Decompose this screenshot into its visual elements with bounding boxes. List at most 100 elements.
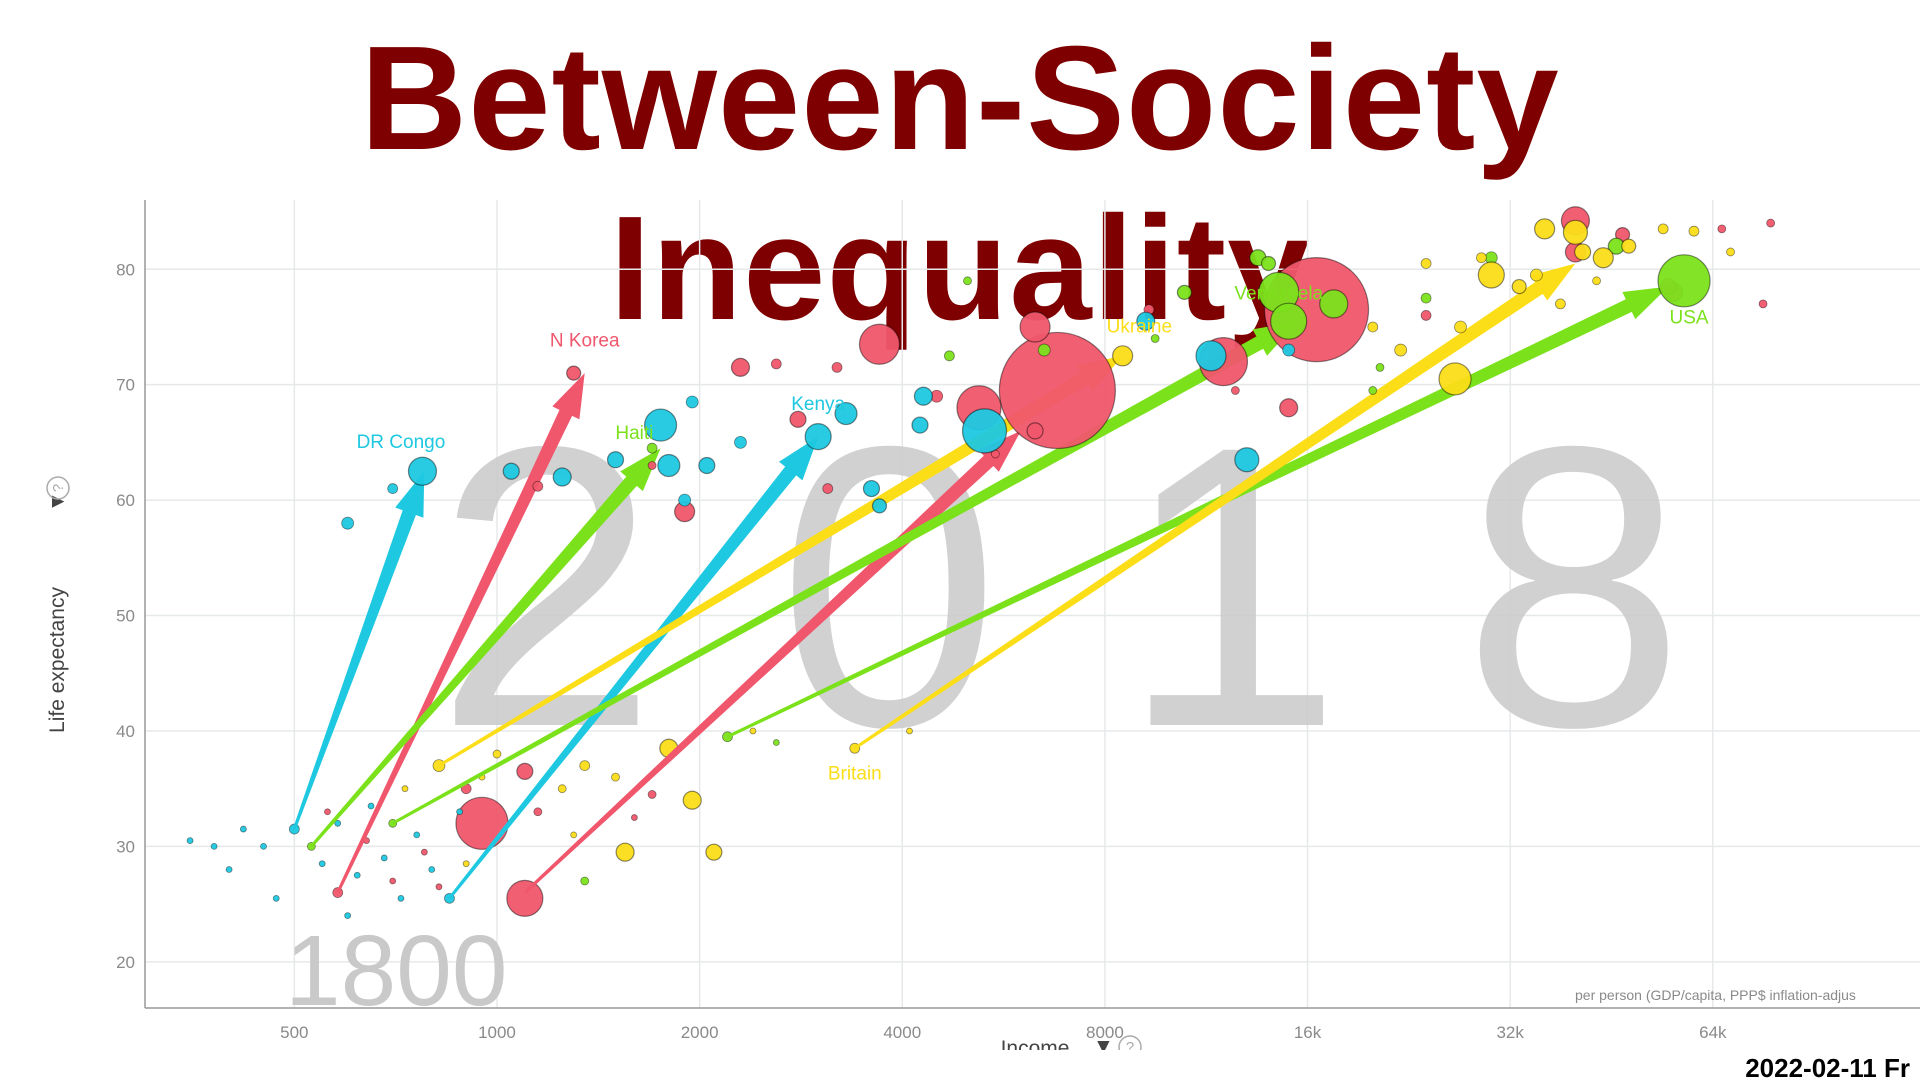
country-bubble (647, 461, 657, 470)
country-bubble (1260, 255, 1277, 272)
country-bubble (1150, 334, 1160, 343)
country-bubble (1112, 345, 1134, 367)
country-bubble (961, 408, 1008, 454)
trajectory-arrow-britain (853, 263, 1576, 750)
country-bubble (186, 837, 194, 845)
country-bubble (789, 410, 807, 428)
x-tick-label: 32k (1496, 1023, 1524, 1042)
country-label-n-korea: N Korea (550, 331, 620, 352)
country-bubble (1420, 258, 1432, 269)
country-bubble (260, 843, 267, 850)
country-bubble (428, 866, 436, 873)
country-bubble (705, 843, 723, 861)
country-bubble (462, 860, 470, 868)
country-bubble (456, 808, 464, 816)
y-tick-label: 50 (116, 607, 135, 626)
country-bubble (389, 877, 397, 885)
y-tick-label: 80 (116, 260, 135, 279)
country-bubble (657, 453, 681, 478)
country-bubble (862, 479, 881, 498)
country-bubble (606, 451, 625, 469)
country-bubble (1621, 238, 1637, 254)
y-tick-label: 70 (116, 376, 135, 395)
country-bubble (318, 860, 326, 868)
y-axis-help-icon[interactable]: ? (46, 476, 70, 500)
source-note: per person (GDP/capita, PPP$ inflation-a… (1575, 987, 1856, 1003)
country-bubble (1195, 340, 1227, 372)
country-bubble (1136, 311, 1156, 331)
country-bubble (579, 760, 591, 771)
country-bubble (1562, 219, 1589, 245)
country-bubble (1420, 292, 1432, 304)
country-bubble (1420, 310, 1432, 321)
country-bubble (944, 350, 955, 362)
trajectory-arrow-ukraine (438, 355, 1123, 767)
country-bubble (678, 493, 692, 507)
country-bubble (858, 323, 901, 365)
x-axis-dropdown-icon[interactable]: ▼ (1093, 1035, 1114, 1050)
country-bubble (685, 395, 699, 409)
country-bubble (1592, 276, 1601, 286)
country-bubble (1592, 247, 1614, 269)
x-tick-label: 16k (1294, 1023, 1322, 1042)
trajectory-arrow-n-korea (336, 373, 585, 894)
country-bubble (1657, 254, 1711, 308)
x-axis-title[interactable]: Income (1001, 1037, 1070, 1050)
country-bubble (871, 498, 888, 514)
country-label-usa: USA (1670, 308, 1709, 329)
x-tick-label: 64k (1699, 1023, 1727, 1042)
country-bubble (1230, 386, 1240, 395)
country-bubble (210, 843, 218, 850)
country-bubble (344, 912, 352, 920)
country-bubble (1234, 447, 1260, 473)
country-bubble (533, 807, 543, 817)
x-axis-help-icon[interactable]: ? (1118, 1035, 1142, 1050)
country-bubble (532, 480, 544, 492)
trajectory-arrow-venezuela (392, 321, 1299, 825)
country-bubble (734, 435, 747, 449)
country-bubble (353, 871, 361, 879)
country-bubble (611, 772, 620, 782)
country-bubble (492, 749, 502, 759)
country-bubble (630, 814, 638, 821)
country-bubble (272, 894, 280, 902)
trajectory-arrow-kenya (448, 436, 819, 900)
country-bubble (455, 796, 509, 850)
y-axis-title[interactable]: Life expectancy (46, 587, 69, 733)
country-bubble (516, 762, 534, 780)
country-bubble (1534, 218, 1556, 240)
country-bubble (1511, 278, 1527, 295)
slide-date: 2022-02-11 Fr (1745, 1053, 1910, 1083)
country-bubble (225, 866, 233, 873)
country-label-haiti: Haiti (615, 423, 653, 444)
country-bubble (1367, 321, 1379, 333)
country-bubble (804, 423, 832, 451)
axes: Income ▼ ? Life expectancy ▼ ? per perso… (46, 200, 1920, 1050)
country-bubble (963, 276, 972, 286)
country-bubble (1657, 223, 1669, 235)
country-bubble (397, 894, 405, 902)
country-bubble (1282, 343, 1296, 357)
country-bubble (557, 784, 567, 794)
country-bubble (647, 790, 657, 799)
x-tick-label: 4000 (883, 1023, 921, 1042)
country-bubble (570, 831, 578, 839)
country-bubble (435, 883, 443, 891)
country-bubble (682, 790, 702, 810)
country-bubble (913, 386, 934, 406)
x-tick-label: 1000 (478, 1023, 516, 1042)
country-bubble (1438, 362, 1472, 396)
y-tick-label: 40 (116, 722, 135, 741)
country-bubble (1529, 268, 1543, 282)
country-bubble (831, 361, 843, 373)
country-label-kenya: Kenya (791, 394, 845, 415)
country-labels: DR Congo N Korea Haiti Kenya Ukraine Venezuel… (357, 283, 1709, 784)
country-bubble (1270, 302, 1308, 340)
country-bubble (822, 483, 834, 494)
country-bubble (906, 727, 913, 735)
country-label-venezuela: Venezuela (1234, 283, 1323, 304)
country-bubble (1717, 224, 1727, 234)
country-bubble (646, 442, 658, 454)
country-bubble (552, 467, 572, 487)
country-bubble (502, 462, 520, 480)
